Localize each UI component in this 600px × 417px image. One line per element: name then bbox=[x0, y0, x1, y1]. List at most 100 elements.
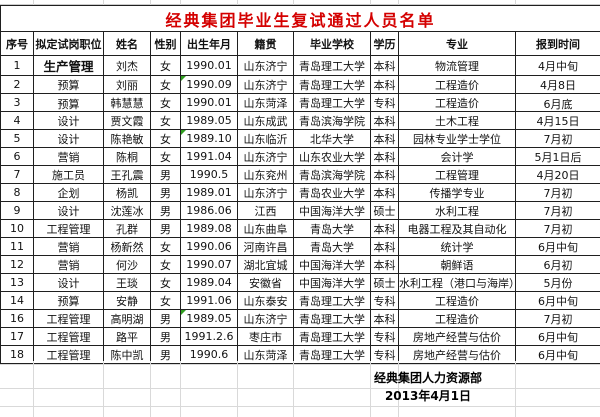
cell-school[interactable]: 青岛滨海学院 bbox=[293, 165, 371, 184]
cell-position[interactable]: 预算 bbox=[33, 291, 104, 310]
cell-report[interactable]: 7月初 bbox=[514, 183, 600, 202]
cell-report[interactable]: 7月初 bbox=[514, 309, 600, 328]
cell-native[interactable]: 江西 bbox=[237, 201, 294, 220]
cell-birth[interactable]: 1990.07 bbox=[180, 255, 238, 274]
cell-gender[interactable]: 男 bbox=[150, 309, 181, 328]
cell-birth[interactable]: 1989.05 bbox=[180, 309, 238, 328]
cell-school[interactable]: 青岛理工大学 bbox=[293, 75, 371, 94]
cell-position[interactable]: 营销 bbox=[33, 255, 104, 274]
cell-position[interactable]: 营销 bbox=[33, 147, 104, 166]
cell-degree[interactable]: 本科 bbox=[370, 237, 399, 256]
cell-native[interactable]: 山东济宁 bbox=[237, 183, 294, 202]
cell-degree[interactable]: 专科 bbox=[370, 327, 399, 346]
cell-no[interactable]: 14 bbox=[0, 291, 34, 310]
cell-school[interactable]: 青岛大学 bbox=[293, 237, 371, 256]
cell-major[interactable]: 工程造价 bbox=[398, 291, 516, 310]
cell-birth[interactable]: 1989.04 bbox=[180, 273, 238, 292]
cell-major[interactable]: 园林专业学士学位 bbox=[398, 129, 516, 148]
cell-birth[interactable]: 1991.06 bbox=[180, 291, 238, 310]
cell-major[interactable]: 工程造价 bbox=[398, 75, 516, 94]
cell-native[interactable]: 山东济宁 bbox=[237, 309, 294, 328]
cell-school[interactable]: 青岛理工大学 bbox=[293, 345, 371, 364]
cell-school[interactable]: 山东农业大学 bbox=[293, 147, 371, 166]
cell-birth[interactable]: 1989.01 bbox=[180, 183, 238, 202]
cell-school[interactable]: 青岛理工大学 bbox=[293, 291, 371, 310]
cell-degree[interactable]: 本科 bbox=[370, 219, 399, 238]
cell-position[interactable]: 工程管理 bbox=[33, 309, 104, 328]
cell-gender[interactable]: 女 bbox=[150, 147, 181, 166]
cell-birth[interactable]: 1990.01 bbox=[180, 55, 238, 76]
cell-major[interactable]: 房地产经营与估价 bbox=[398, 345, 516, 364]
column-header-position[interactable]: 拟定试岗职位 bbox=[33, 31, 104, 56]
column-header-gender[interactable]: 性别 bbox=[150, 31, 181, 56]
cell-no[interactable]: 18 bbox=[0, 345, 34, 364]
cell-position[interactable]: 营销 bbox=[33, 237, 104, 256]
cell-no[interactable]: 13 bbox=[0, 273, 34, 292]
cell-gender[interactable]: 男 bbox=[150, 327, 181, 346]
cell-name[interactable]: 路平 bbox=[103, 327, 151, 346]
cell-gender[interactable]: 女 bbox=[150, 55, 181, 76]
cell-no[interactable]: 17 bbox=[0, 327, 34, 346]
column-header-major[interactable]: 专业 bbox=[398, 31, 516, 56]
cell-name[interactable]: 王琰 bbox=[103, 273, 151, 292]
page-title[interactable]: 经典集团毕业生复试通过人员名单 bbox=[0, 5, 600, 32]
cell-name[interactable]: 刘丽 bbox=[103, 75, 151, 94]
cell-no[interactable]: 6 bbox=[0, 147, 34, 166]
cell-native[interactable]: 山东兖州 bbox=[237, 165, 294, 184]
cell-gender[interactable]: 女 bbox=[150, 273, 181, 292]
cell-name[interactable]: 安静 bbox=[103, 291, 151, 310]
cell-degree[interactable]: 本科 bbox=[370, 75, 399, 94]
column-header-no[interactable]: 序号 bbox=[0, 31, 34, 56]
cell-no[interactable]: 7 bbox=[0, 165, 34, 184]
cell-birth[interactable]: 1991.04 bbox=[180, 147, 238, 166]
cell-degree[interactable]: 专科 bbox=[370, 93, 399, 112]
cell-gender[interactable]: 女 bbox=[150, 75, 181, 94]
cell-position[interactable]: 施工员 bbox=[33, 165, 104, 184]
cell-major[interactable]: 物流管理 bbox=[398, 55, 516, 76]
cell-no[interactable]: 5 bbox=[0, 129, 34, 148]
cell-gender[interactable]: 男 bbox=[150, 219, 181, 238]
cell-birth[interactable]: 1989.10 bbox=[180, 129, 238, 148]
column-header-birth[interactable]: 出生年月 bbox=[180, 31, 238, 56]
cell-gender[interactable]: 女 bbox=[150, 93, 181, 112]
cell-native[interactable]: 山东曲阜 bbox=[237, 219, 294, 238]
cell-major[interactable]: 会计学 bbox=[398, 147, 516, 166]
cell-position[interactable]: 工程管理 bbox=[33, 327, 104, 346]
cell-major[interactable]: 传播学专业 bbox=[398, 183, 516, 202]
cell-name[interactable]: 沈莲冰 bbox=[103, 201, 151, 220]
cell-no[interactable]: 16 bbox=[0, 309, 34, 328]
cell-position[interactable]: 设计 bbox=[33, 111, 104, 130]
cell-name[interactable]: 高明湖 bbox=[103, 309, 151, 328]
cell-gender[interactable]: 女 bbox=[150, 237, 181, 256]
cell-school[interactable]: 青岛理工大学 bbox=[293, 93, 371, 112]
cell-school[interactable]: 青岛农业大学 bbox=[293, 183, 371, 202]
cell-name[interactable]: 孔群 bbox=[103, 219, 151, 238]
cell-degree[interactable]: 本科 bbox=[370, 183, 399, 202]
cell-major[interactable]: 工程管理 bbox=[398, 165, 516, 184]
cell-report[interactable]: 5月份 bbox=[514, 273, 600, 292]
cell-degree[interactable]: 硕士 bbox=[370, 273, 399, 292]
cell-report[interactable]: 6月中旬 bbox=[514, 291, 600, 310]
cell-degree[interactable]: 本科 bbox=[370, 129, 399, 148]
cell-major[interactable]: 土木工程 bbox=[398, 111, 516, 130]
cell-name[interactable]: 刘杰 bbox=[103, 55, 151, 76]
cell-name[interactable]: 陈桐 bbox=[103, 147, 151, 166]
cell-degree[interactable]: 专科 bbox=[370, 291, 399, 310]
cell-native[interactable]: 山东菏泽 bbox=[237, 93, 294, 112]
cell-name[interactable]: 贾文霞 bbox=[103, 111, 151, 130]
cell-native[interactable]: 枣庄市 bbox=[237, 327, 294, 346]
cell-name[interactable]: 陈艳敏 bbox=[103, 129, 151, 148]
cell-gender[interactable]: 女 bbox=[150, 291, 181, 310]
cell-position[interactable]: 预算 bbox=[33, 93, 104, 112]
cell-no[interactable]: 8 bbox=[0, 183, 34, 202]
cell-birth[interactable]: 1989.08 bbox=[180, 219, 238, 238]
cell-report[interactable]: 6月底 bbox=[514, 93, 600, 112]
cell-report[interactable]: 6月中旬 bbox=[514, 327, 600, 346]
cell-gender[interactable]: 女 bbox=[150, 111, 181, 130]
cell-name[interactable]: 王孔震 bbox=[103, 165, 151, 184]
cell-native[interactable]: 山东泰安 bbox=[237, 291, 294, 310]
cell-school[interactable]: 青岛理工大学 bbox=[293, 55, 371, 76]
cell-native[interactable]: 山东济宁 bbox=[237, 55, 294, 76]
cell-position[interactable]: 工程管理 bbox=[33, 219, 104, 238]
cell-degree[interactable]: 本科 bbox=[370, 55, 399, 76]
